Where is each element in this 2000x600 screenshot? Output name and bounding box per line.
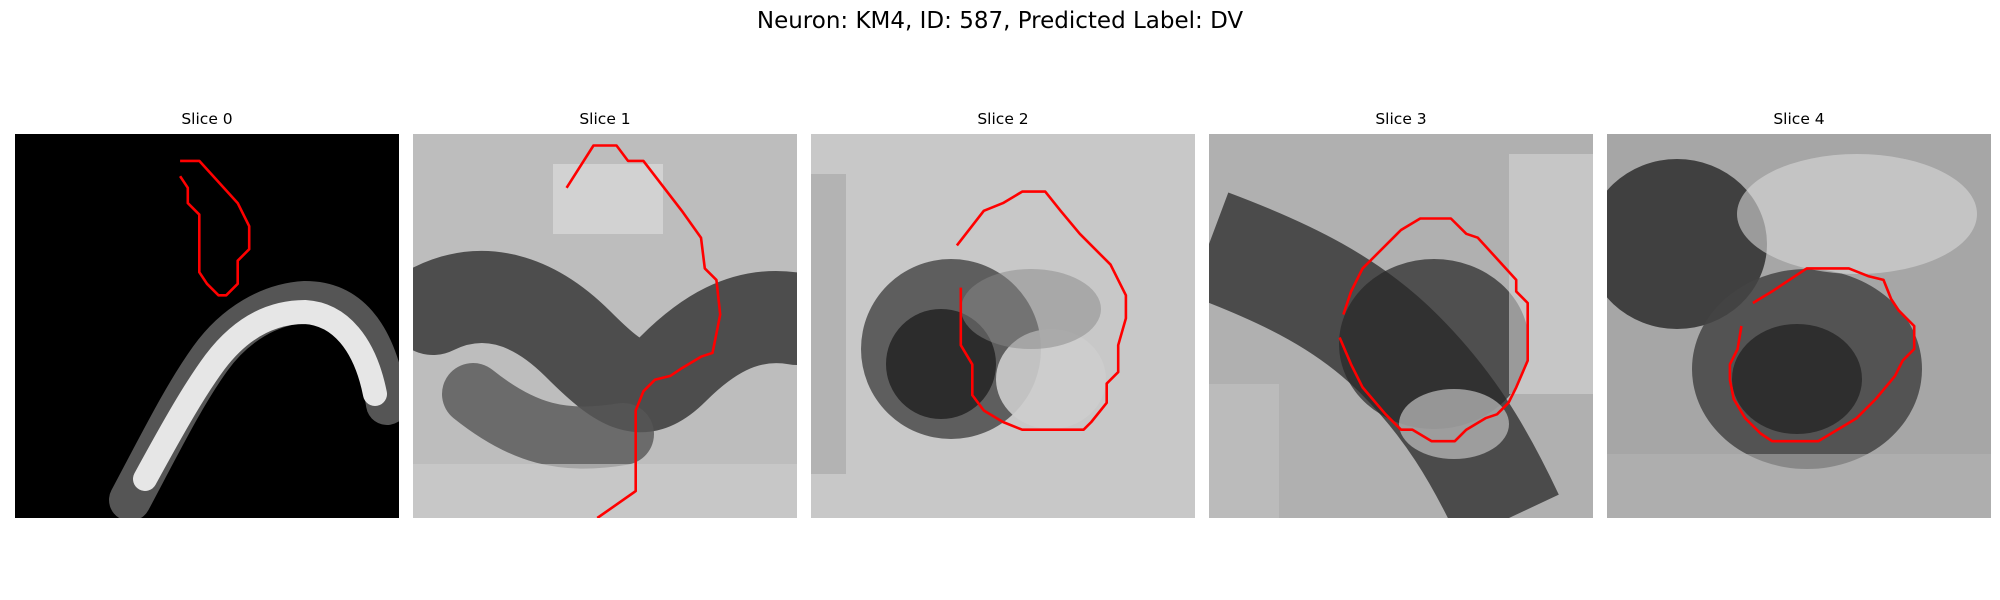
panel-title-slice-3: Slice 3 [1375, 110, 1427, 128]
figure-title: Neuron: KM4, ID: 587, Predicted Label: D… [756, 8, 1244, 34]
slice-4-contour [1728, 267, 1916, 443]
panel-title-slice-4: Slice 4 [1773, 110, 1825, 128]
panel-title-slice-0: Slice 0 [181, 110, 233, 128]
slice-2-contour [955, 190, 1128, 432]
panel-title-slice-2: Slice 2 [977, 110, 1029, 128]
slice-3-image [1209, 134, 1593, 518]
slice-0-image [15, 134, 399, 518]
slice-3-contour [1338, 217, 1530, 443]
slice-4-image [1607, 134, 1991, 518]
panel-title-slice-1: Slice 1 [579, 110, 631, 128]
slice-0-contour [179, 159, 251, 297]
slice-1-image [413, 134, 797, 518]
slice-2-image [811, 134, 1195, 518]
slice-1-contour [565, 144, 722, 518]
